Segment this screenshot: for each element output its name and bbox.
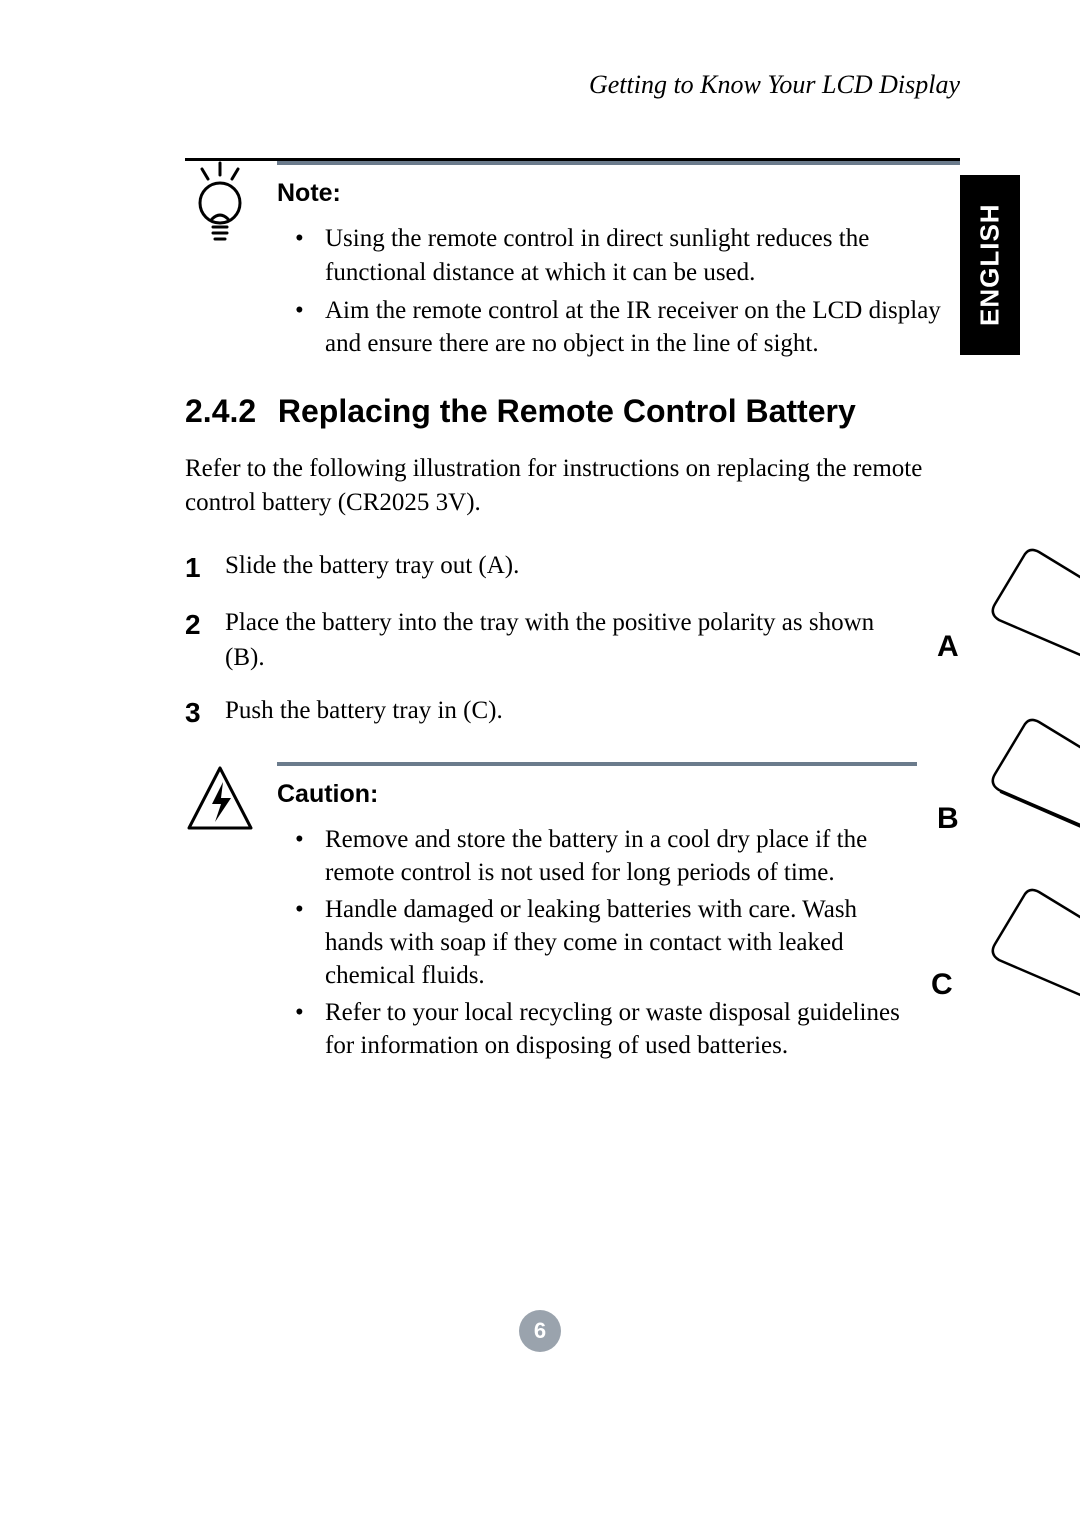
note-list: Using the remote control in direct sunli… xyxy=(277,222,960,361)
section-title-text: Replacing the Remote Control Battery xyxy=(278,393,856,429)
bolt-triangle-icon xyxy=(185,762,255,857)
caution-title: Caution: xyxy=(277,780,917,809)
note-content: Note: Using the remote control in direct… xyxy=(277,161,960,365)
step-text: Push the battery tray in (C). xyxy=(225,693,503,732)
step-number: 2 xyxy=(185,605,207,675)
step-item: 2 Place the battery into the tray with t… xyxy=(185,605,917,675)
section-intro: Refer to the following illustration for … xyxy=(185,452,960,520)
figure-label-c: C xyxy=(931,968,953,1002)
lightbulb-icon xyxy=(185,161,255,256)
note-item: Aim the remote control at the IR receive… xyxy=(277,294,960,362)
caution-item: Refer to your local recycling or waste d… xyxy=(277,996,917,1062)
note-block: Note: Using the remote control in direct… xyxy=(185,161,960,365)
step-item: 3 Push the battery tray in (C). xyxy=(185,693,917,732)
caution-block: Caution: Remove and store the bat­tery i… xyxy=(185,762,917,1066)
caution-content: Caution: Remove and store the bat­tery i… xyxy=(277,762,917,1066)
step-number: 3 xyxy=(185,693,207,732)
caution-rule xyxy=(277,762,917,766)
steps-and-figure: 1 Slide the battery tray out (A). 2 Plac… xyxy=(185,548,960,1108)
section-number: 2.4.2 xyxy=(185,393,269,430)
note-title: Note: xyxy=(277,179,960,208)
running-head: Getting to Know Your LCD Display xyxy=(185,70,960,108)
figure-column: A B C xyxy=(937,548,1080,1108)
step-text: Place the battery into the tray with the… xyxy=(225,605,917,675)
figure-label-a: A xyxy=(937,630,959,664)
figure-label-b: B xyxy=(937,802,959,836)
note-rule xyxy=(277,161,960,165)
caution-item: Remove and store the bat­tery in a cool … xyxy=(277,823,917,889)
caution-list: Remove and store the bat­tery in a cool … xyxy=(277,823,917,1062)
note-item: Using the remote control in direct sunli… xyxy=(277,222,960,290)
caution-item: Handle damaged or leaking batteries with… xyxy=(277,893,917,992)
step-text: Slide the battery tray out (A). xyxy=(225,548,519,587)
step-item: 1 Slide the battery tray out (A). xyxy=(185,548,917,587)
step-number: 1 xyxy=(185,548,207,587)
page-number-badge: 6 xyxy=(519,1310,561,1352)
page-body: Getting to Know Your LCD Display ENGLISH xyxy=(0,0,1080,1108)
section-heading: 2.4.2 Replacing the Remote Control Batte… xyxy=(185,393,960,430)
language-tab: ENGLISH xyxy=(960,175,1020,355)
steps-caution-column: 1 Slide the battery tray out (A). 2 Plac… xyxy=(185,548,917,1066)
